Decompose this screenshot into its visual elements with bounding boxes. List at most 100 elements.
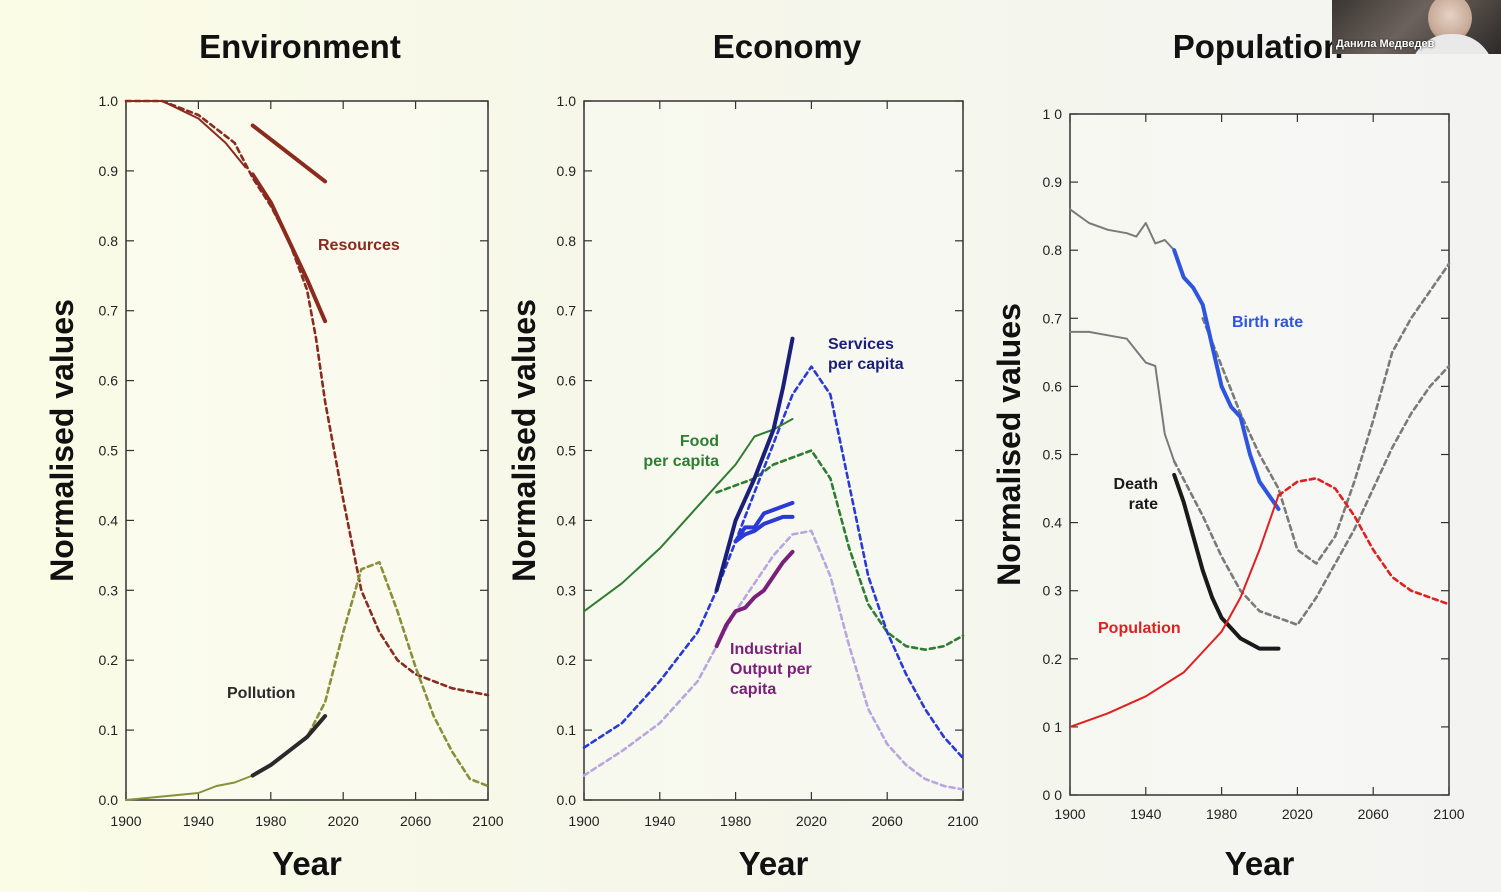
series-line-services-per-capita-observed xyxy=(733,514,795,544)
y-tick-label: 0.0 xyxy=(99,792,119,808)
y-tick-label: 0.9 xyxy=(1043,174,1063,190)
y-tick-label: 0.4 xyxy=(1043,515,1063,531)
environment-title: Environment xyxy=(199,28,401,65)
population-title: Population xyxy=(1173,28,1343,65)
y-tick-label: 0 3 xyxy=(1043,583,1063,599)
economy-x-axis-label: Year xyxy=(739,845,809,882)
series-line-pollution-observed xyxy=(125,774,254,801)
x-tick-label: 1940 xyxy=(1130,806,1161,822)
y-tick-label: 0.5 xyxy=(557,443,577,459)
y-tick-label: 0 0 xyxy=(1043,787,1063,803)
series-line-resources-observed xyxy=(250,123,328,184)
series-line-resources-forecast xyxy=(124,99,490,697)
y-tick-label: 1.0 xyxy=(99,93,119,109)
x-tick-label: 1900 xyxy=(1054,806,1085,822)
series-line-food-per-capita-forecast xyxy=(715,449,965,652)
series-line-pollution-forecast xyxy=(287,560,490,788)
y-tick-label: 0.8 xyxy=(557,233,577,249)
series-line-services-per-capita-observed xyxy=(714,336,795,593)
series-line-population-forecast xyxy=(1277,476,1451,606)
series-label-birth-rate: Birth rate xyxy=(1232,314,1303,331)
series-label-population: Population xyxy=(1098,620,1181,637)
y-tick-label: 0.4 xyxy=(557,512,577,528)
y-tick-label: 0.7 xyxy=(557,303,577,319)
series-label-death-rate: rate xyxy=(1129,496,1158,513)
environment-chart: Environment 0.0 0.1 0.2 0.3 0.4 0.5 0.6 0.7 0.8 0.… xyxy=(44,28,504,882)
series-label-resources: Resources xyxy=(318,237,400,254)
series-line-food-per-capita-observed xyxy=(583,418,794,613)
economy-chart: Economy 0.0 0.1 0.2 0.3 0.4 0.5 0.6 0.7 0.8 0.9 1.0… xyxy=(506,28,979,882)
series-label-industrial-output-per-capita: capita xyxy=(730,681,776,698)
series-line-industrial-output-per-capita-observed xyxy=(714,549,795,649)
series-label-industrial-output-per-capita: Output per xyxy=(730,661,812,678)
y-tick-label: 0.8 xyxy=(1043,242,1063,258)
x-tick-label: 1900 xyxy=(568,813,599,829)
y-tick-label: 0.1 xyxy=(99,722,119,738)
y-tick-label: 1 0 xyxy=(1043,106,1063,122)
y-tick-label: 0.5 xyxy=(99,443,119,459)
x-tick-label: 2100 xyxy=(472,813,503,829)
population-y-axis-label: Normalised values xyxy=(991,303,1027,586)
participant-shoulders xyxy=(1410,34,1494,54)
series-line-services-per-capita-observed xyxy=(733,500,795,544)
y-tick-label: 0.4 xyxy=(99,512,119,528)
series-line-industrial-output-per-capita-forecast xyxy=(582,529,965,791)
environment-y-axis-label: Normalised values xyxy=(44,299,80,582)
environment-x-axis-label: Year xyxy=(272,845,342,882)
population-chart: Population 0 0 0 1 0.2 0 3 0.4 0.5 0.6 0.7 0.8 0.9… xyxy=(991,28,1465,882)
y-tick-label: 0.2 xyxy=(99,652,119,668)
series-line-death-rate-observed xyxy=(1069,330,1176,463)
x-tick-label: 2100 xyxy=(947,813,978,829)
series-line-resources-observed xyxy=(125,100,247,169)
y-tick-label: 0.3 xyxy=(99,582,119,598)
x-tick-label: 1980 xyxy=(720,813,751,829)
x-tick-label: 2060 xyxy=(1358,806,1389,822)
series-label-food-per-capita: Food xyxy=(680,433,719,450)
y-tick-label: 0.0 xyxy=(557,792,577,808)
environment-plot-frame xyxy=(125,100,489,801)
y-tick-label: 0.1 xyxy=(557,722,577,738)
y-tick-label: 0.5 xyxy=(1043,447,1063,463)
y-tick-label: 0 1 xyxy=(1043,719,1063,735)
series-line-services-per-capita-forecast xyxy=(582,365,965,760)
series-label-pollution: Pollution xyxy=(227,685,295,702)
economy-plot-frame xyxy=(583,100,964,801)
participant-video-tile[interactable]: Данила Медведев xyxy=(1332,0,1501,54)
population-x-axis-label: Year xyxy=(1225,845,1295,882)
series-line-population-observed xyxy=(1069,494,1280,728)
y-tick-label: 0.9 xyxy=(99,163,119,179)
series-label-services-per-capita: per capita xyxy=(828,356,904,373)
series-label-food-per-capita: per capita xyxy=(643,453,719,470)
x-tick-label: 2060 xyxy=(872,813,903,829)
economy-y-axis-label: Normalised values xyxy=(506,299,542,582)
y-tick-label: 0.2 xyxy=(557,652,577,668)
economy-title: Economy xyxy=(713,28,862,65)
x-tick-label: 2060 xyxy=(400,813,431,829)
x-tick-label: 1980 xyxy=(255,813,286,829)
series-label-industrial-output-per-capita: Industrial xyxy=(730,641,802,658)
y-tick-label: 0.6 xyxy=(557,373,577,389)
series-line-resources-observed xyxy=(250,172,328,324)
x-tick-label: 1940 xyxy=(183,813,214,829)
y-tick-label: 1.0 xyxy=(557,93,577,109)
x-tick-label: 1940 xyxy=(644,813,675,829)
series-line-birth-rate-observed xyxy=(1172,248,1281,511)
y-tick-label: 0.2 xyxy=(1043,651,1063,667)
y-tick-label: 0.6 xyxy=(99,373,119,389)
series-label-death-rate: Death xyxy=(1114,476,1158,493)
y-tick-label: 0.9 xyxy=(557,163,577,179)
participant-name: Данила Медведев xyxy=(1336,38,1435,50)
series-line-death-rate-forecast xyxy=(1172,364,1451,627)
x-tick-label: 2020 xyxy=(796,813,827,829)
series-line-birth-rate-forecast xyxy=(1201,262,1451,565)
x-tick-label: 2020 xyxy=(328,813,359,829)
x-tick-label: 2020 xyxy=(1282,806,1313,822)
y-tick-label: 0.6 xyxy=(1043,378,1063,394)
x-tick-label: 1900 xyxy=(110,813,141,829)
y-tick-label: 0.7 xyxy=(1043,310,1063,326)
x-tick-label: 1980 xyxy=(1206,806,1237,822)
series-line-pollution-observed xyxy=(250,714,328,778)
series-label-services-per-capita: Services xyxy=(828,336,894,353)
series-line-death-rate-observed xyxy=(1172,472,1281,651)
